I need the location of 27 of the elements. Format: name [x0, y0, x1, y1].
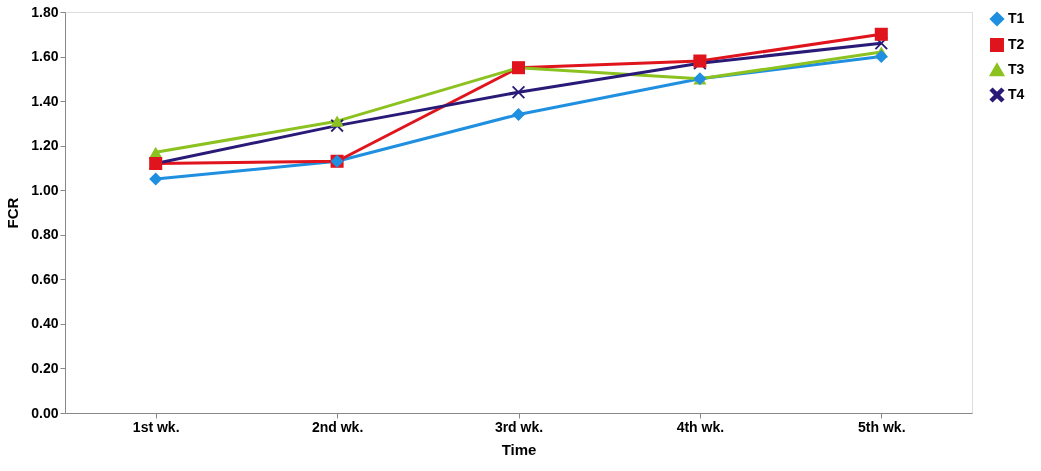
point — [511, 85, 526, 99]
legend-label: T3 — [1008, 61, 1025, 77]
x-tick-label: 4th wk. — [676, 418, 725, 435]
point — [149, 172, 163, 186]
legend-label: T2 — [1008, 36, 1025, 52]
legend-label: T1 — [1008, 10, 1025, 26]
point — [874, 50, 888, 64]
y-tick-label: 0.60 — [31, 270, 59, 287]
point — [874, 27, 888, 41]
y-tick-label: 1.00 — [31, 181, 59, 198]
y-tick-label: 1.20 — [31, 137, 59, 154]
legend-label: T4 — [1008, 86, 1025, 102]
y-tick-label: 1.80 — [31, 3, 59, 20]
y-tick-label: 0.00 — [31, 404, 59, 421]
x-tick-label: 3rd wk. — [494, 418, 544, 435]
y-tick-label: 0.40 — [31, 315, 59, 332]
y-axis-title: FCR — [4, 197, 22, 229]
x-tick-label: 1st wk. — [132, 418, 180, 435]
y-tick-label: 0.80 — [31, 226, 59, 243]
point — [330, 115, 344, 127]
y-tick-label: 0.20 — [31, 359, 59, 376]
x-tick-label: 5th wk. — [858, 418, 906, 435]
x-axis-title: Time — [501, 440, 537, 458]
point — [511, 107, 526, 121]
y-tick-label: 1.60 — [31, 48, 59, 65]
y-tick-label: 1.40 — [31, 92, 59, 109]
x-tick-label: 2nd wk. — [311, 418, 364, 435]
